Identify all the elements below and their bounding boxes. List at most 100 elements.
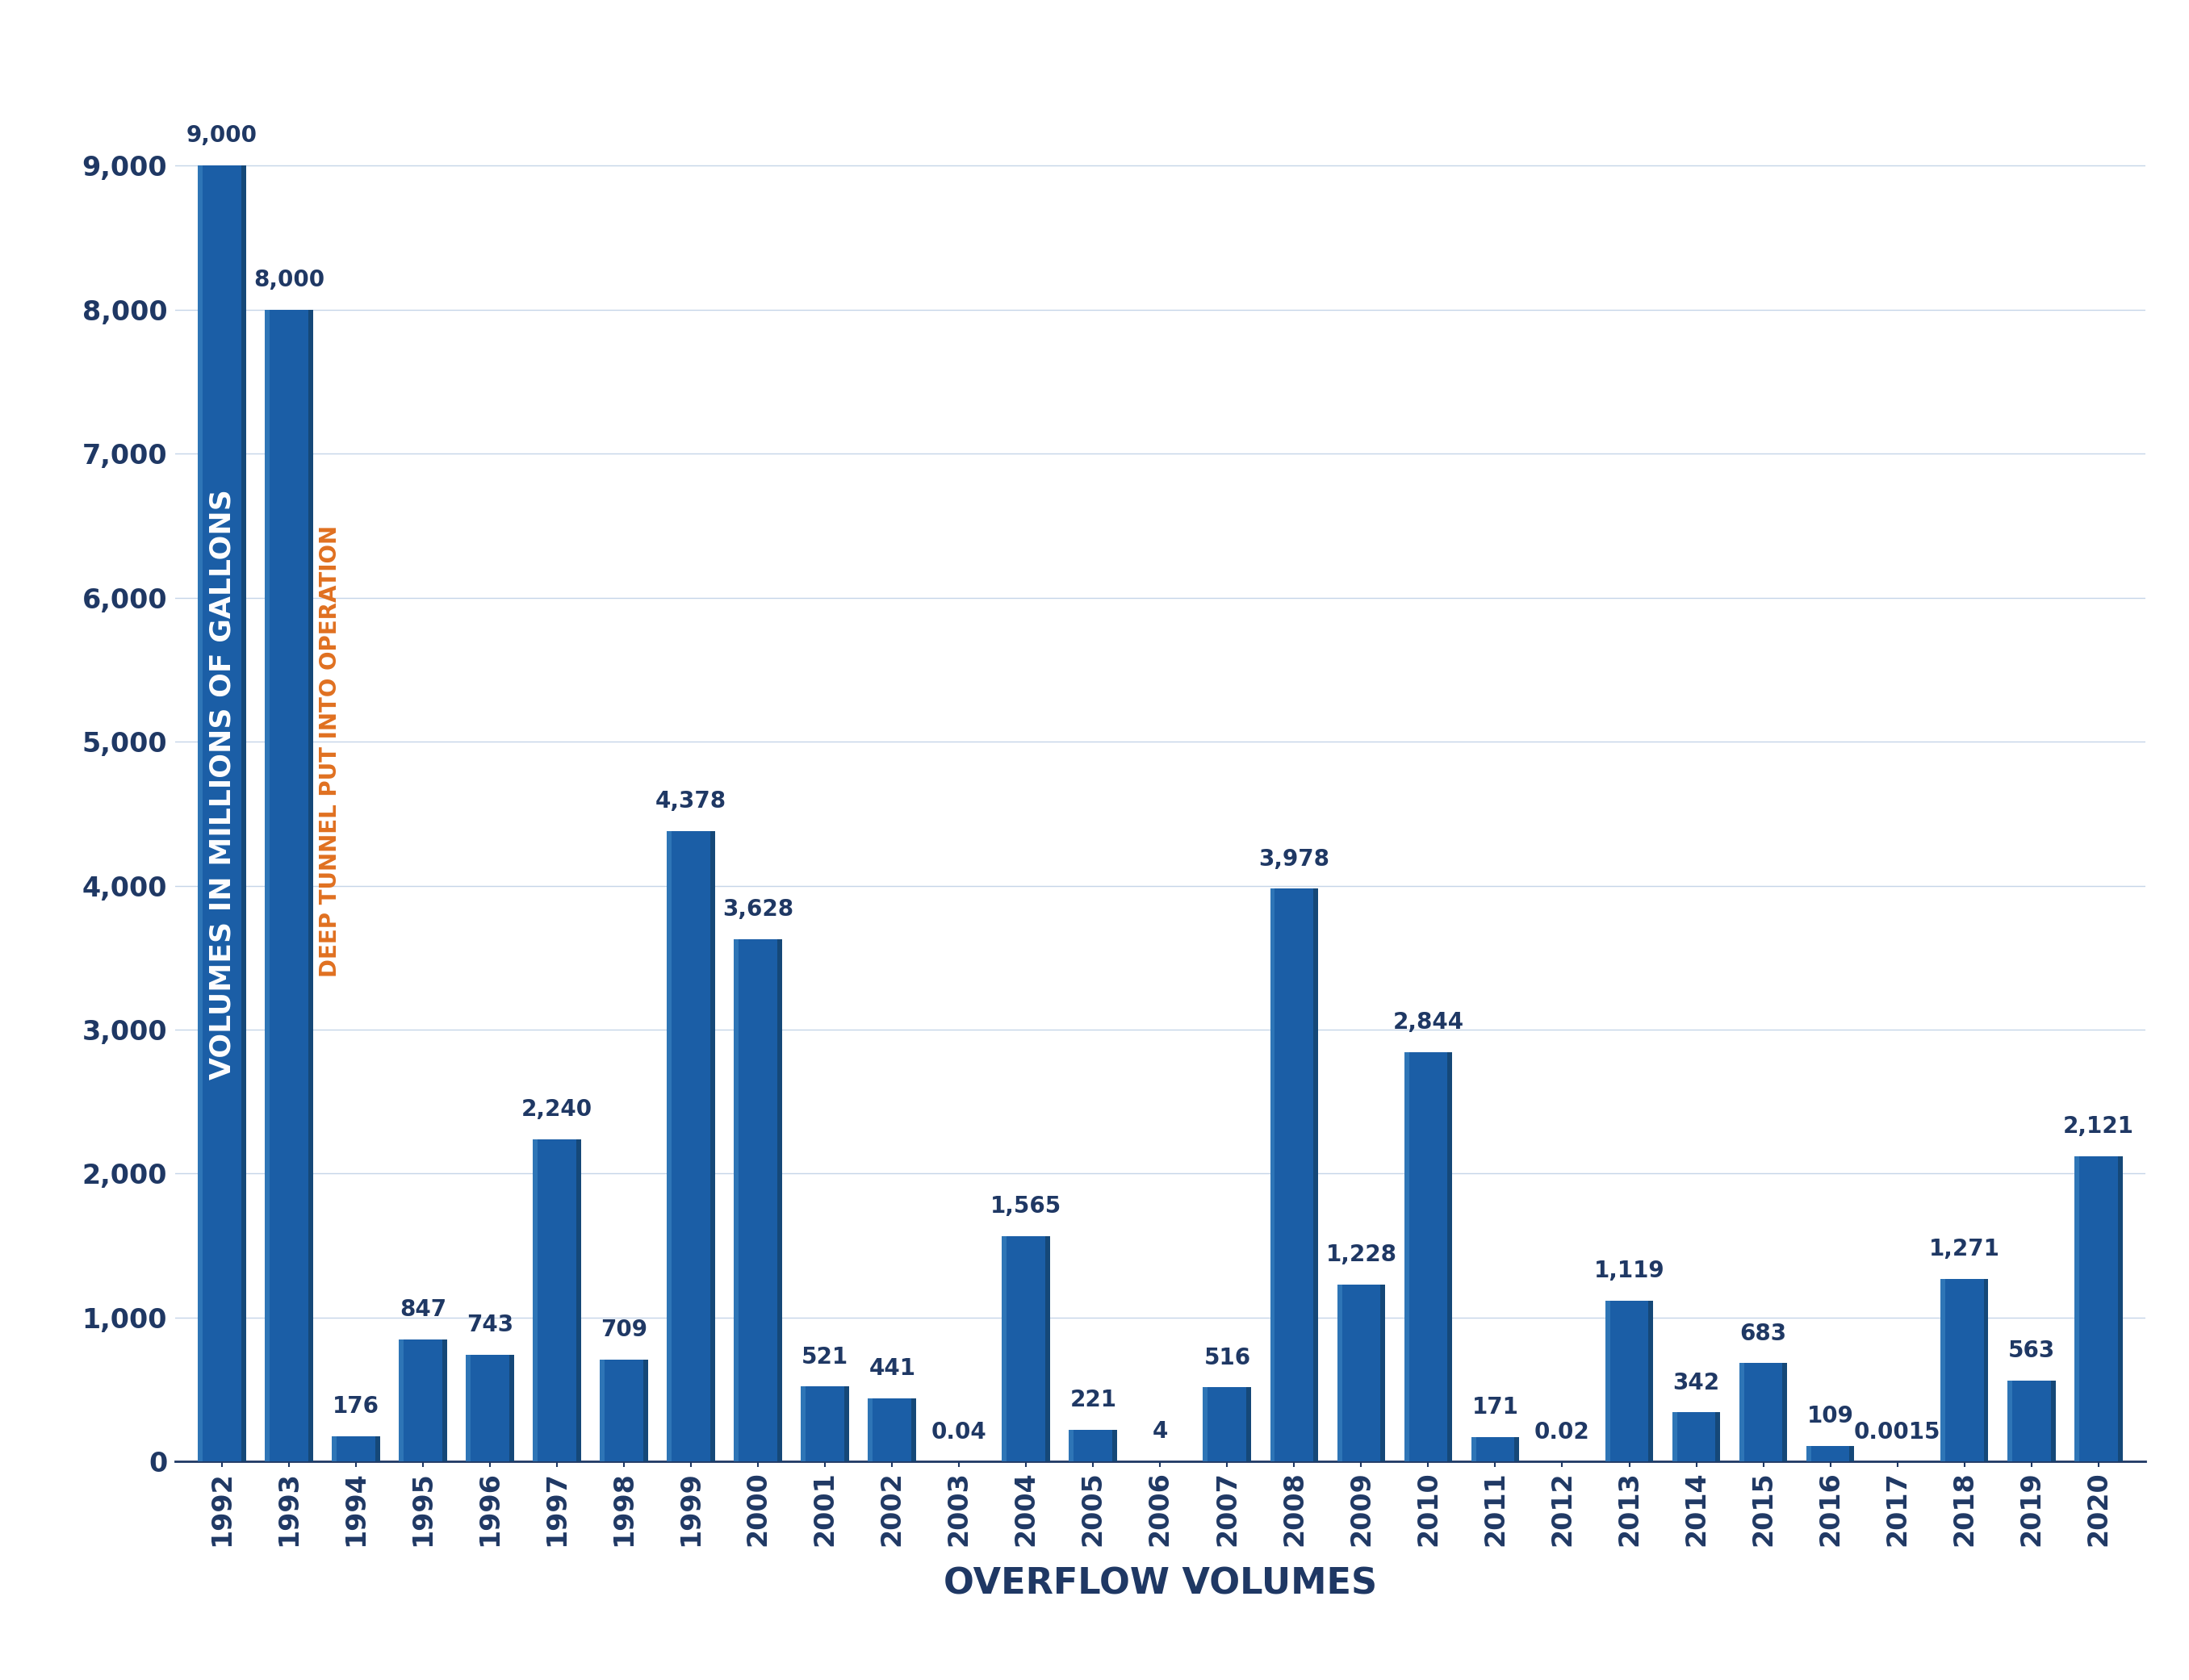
Text: 4: 4 bbox=[1151, 1420, 1169, 1443]
Bar bbox=[265, 309, 313, 1462]
Bar bbox=[801, 1386, 806, 1462]
Text: DEEP TUNNEL PUT INTO OPERATION: DEEP TUNNEL PUT INTO OPERATION bbox=[320, 526, 341, 978]
Bar bbox=[600, 1359, 648, 1462]
Bar bbox=[2051, 1381, 2055, 1462]
Bar bbox=[532, 1139, 582, 1462]
Text: 563: 563 bbox=[2007, 1339, 2055, 1362]
Bar bbox=[733, 939, 781, 1462]
Bar bbox=[532, 1139, 538, 1462]
Text: 9,000: 9,000 bbox=[186, 124, 258, 148]
Bar bbox=[2075, 1156, 2080, 1462]
Bar bbox=[1337, 1285, 1342, 1462]
Text: 3,978: 3,978 bbox=[1259, 848, 1329, 870]
Bar bbox=[265, 309, 269, 1462]
Bar bbox=[1716, 1413, 1721, 1462]
Bar bbox=[600, 1359, 604, 1462]
Text: 2,121: 2,121 bbox=[2062, 1116, 2134, 1137]
Text: 171: 171 bbox=[1471, 1396, 1519, 1418]
Bar bbox=[644, 1359, 648, 1462]
Text: 0.04: 0.04 bbox=[930, 1421, 987, 1443]
Text: 516: 516 bbox=[1204, 1346, 1250, 1369]
Bar bbox=[2007, 1381, 2012, 1462]
Bar bbox=[1672, 1413, 1677, 1462]
Bar bbox=[1112, 1430, 1116, 1462]
Text: 2,844: 2,844 bbox=[1392, 1011, 1464, 1033]
Bar bbox=[1068, 1430, 1075, 1462]
Bar bbox=[1605, 1300, 1653, 1462]
Bar bbox=[1381, 1285, 1386, 1462]
Text: 0.02: 0.02 bbox=[1534, 1421, 1589, 1443]
Text: 1,119: 1,119 bbox=[1594, 1260, 1664, 1282]
Bar bbox=[1648, 1300, 1653, 1462]
Bar bbox=[845, 1386, 849, 1462]
Bar bbox=[466, 1354, 514, 1462]
Bar bbox=[869, 1398, 873, 1462]
Bar bbox=[668, 832, 716, 1462]
Text: 743: 743 bbox=[466, 1314, 514, 1336]
Bar bbox=[1204, 1388, 1208, 1462]
Text: 0.0015: 0.0015 bbox=[1854, 1421, 1942, 1443]
Text: 521: 521 bbox=[801, 1346, 849, 1368]
Bar bbox=[801, 1386, 849, 1462]
Bar bbox=[1204, 1388, 1252, 1462]
Bar bbox=[398, 1339, 403, 1462]
Text: 683: 683 bbox=[1740, 1322, 1786, 1346]
Text: 109: 109 bbox=[1806, 1404, 1854, 1428]
Bar bbox=[1782, 1362, 1788, 1462]
Bar bbox=[1003, 1236, 1007, 1462]
Bar bbox=[1672, 1413, 1721, 1462]
Text: 342: 342 bbox=[1672, 1371, 1721, 1394]
Bar bbox=[1313, 889, 1318, 1462]
Bar bbox=[2075, 1156, 2123, 1462]
Text: 847: 847 bbox=[401, 1299, 447, 1320]
Bar bbox=[1850, 1446, 1854, 1462]
Text: VOLUMES IN MILLIONS OF GALLONS: VOLUMES IN MILLIONS OF GALLONS bbox=[208, 489, 236, 1080]
Bar bbox=[2007, 1381, 2055, 1462]
Bar bbox=[510, 1354, 514, 1462]
Text: 4,378: 4,378 bbox=[655, 790, 727, 813]
Bar bbox=[1806, 1446, 1854, 1462]
Bar bbox=[1003, 1236, 1051, 1462]
Text: 1,271: 1,271 bbox=[1929, 1238, 2001, 1260]
Bar bbox=[1403, 1052, 1410, 1462]
Text: 8,000: 8,000 bbox=[254, 269, 324, 291]
Bar bbox=[1068, 1430, 1116, 1462]
Bar bbox=[442, 1339, 447, 1462]
Bar bbox=[733, 939, 740, 1462]
Bar bbox=[576, 1139, 582, 1462]
Bar bbox=[1738, 1362, 1788, 1462]
Bar bbox=[777, 939, 781, 1462]
Bar bbox=[869, 1398, 917, 1462]
Bar bbox=[241, 166, 245, 1462]
Bar bbox=[1983, 1278, 1988, 1462]
Bar bbox=[711, 832, 716, 1462]
Bar bbox=[1515, 1436, 1519, 1462]
X-axis label: OVERFLOW VOLUMES: OVERFLOW VOLUMES bbox=[943, 1566, 1377, 1601]
Bar bbox=[1471, 1436, 1519, 1462]
Bar bbox=[1337, 1285, 1386, 1462]
Bar bbox=[1046, 1236, 1051, 1462]
Bar bbox=[1806, 1446, 1810, 1462]
Bar bbox=[1270, 889, 1318, 1462]
Bar bbox=[2117, 1156, 2123, 1462]
Bar bbox=[911, 1398, 917, 1462]
Bar bbox=[1471, 1436, 1475, 1462]
Bar bbox=[398, 1339, 447, 1462]
Text: 441: 441 bbox=[869, 1357, 915, 1379]
Bar bbox=[1939, 1278, 1988, 1462]
Bar bbox=[197, 166, 204, 1462]
Text: 176: 176 bbox=[333, 1396, 379, 1418]
Bar bbox=[333, 1436, 337, 1462]
Text: 709: 709 bbox=[600, 1319, 648, 1341]
Bar bbox=[1738, 1362, 1745, 1462]
Bar bbox=[466, 1354, 471, 1462]
Bar bbox=[197, 166, 245, 1462]
Bar bbox=[1403, 1052, 1451, 1462]
Bar bbox=[1246, 1388, 1252, 1462]
Bar bbox=[309, 309, 313, 1462]
Bar bbox=[1270, 889, 1274, 1462]
Bar bbox=[1939, 1278, 1946, 1462]
Text: 221: 221 bbox=[1070, 1389, 1116, 1411]
Text: 2,240: 2,240 bbox=[521, 1099, 593, 1121]
Text: 3,628: 3,628 bbox=[722, 899, 795, 921]
